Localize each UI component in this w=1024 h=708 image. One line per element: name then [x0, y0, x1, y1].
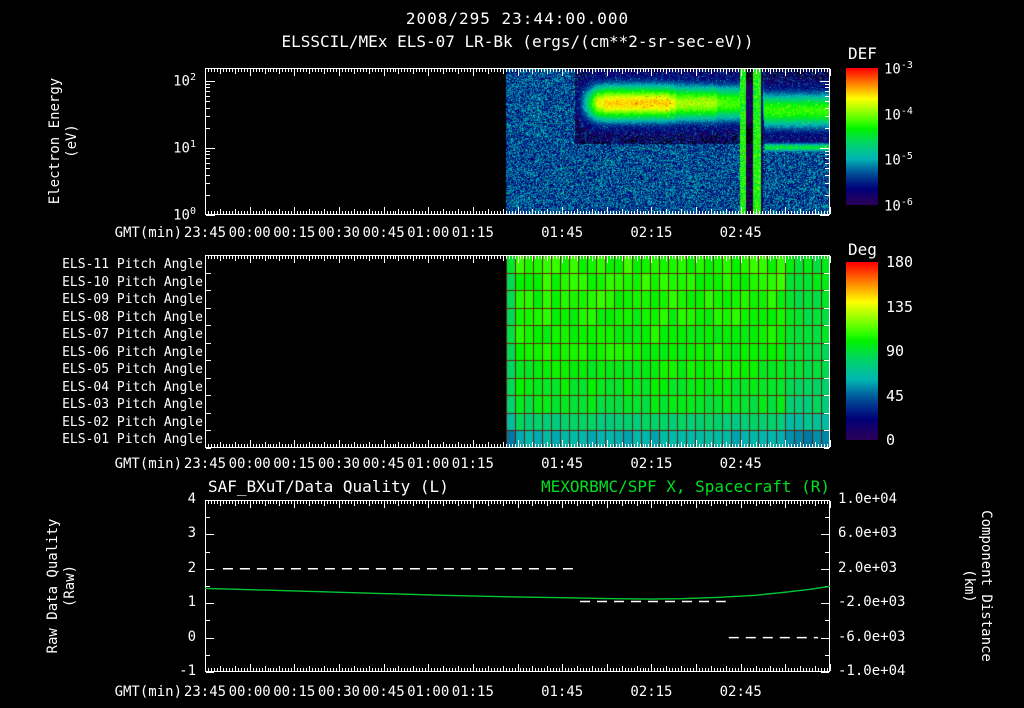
x-tick-label: 00:00 — [228, 684, 271, 700]
x-tick-label: 23:45 — [183, 684, 227, 700]
colorbar-tick-label: 45 — [886, 386, 905, 405]
y-tick-label: 3 — [187, 525, 196, 542]
y-axis-title-quality-text: Raw Data Quality — [45, 518, 61, 654]
deg-colorbar-title: Deg — [848, 240, 877, 259]
pitch-row-label: ELS-09 Pitch Angle — [62, 292, 203, 308]
page-title: 2008/295 23:44:00.000 — [405, 9, 630, 28]
def-colorbar — [846, 68, 878, 205]
x-axis-title: GMT(min) — [114, 225, 182, 241]
x-tick-label: 00:30 — [317, 225, 360, 241]
y-axis-title-distance: Component Distance (km) — [960, 436, 994, 708]
pitch-row-label: ELS-07 Pitch Angle — [62, 327, 203, 343]
x-tick-label: 01:15 — [451, 225, 494, 241]
colorbar-tick-label: 10-3 — [884, 60, 913, 78]
x-tick-label: 01:00 — [407, 684, 450, 700]
y-axis-title-distance-units: (km) — [961, 569, 977, 603]
pitch-row-label: ELS-05 Pitch Angle — [62, 362, 203, 378]
y-tick-label-right: -6.0e+03 — [838, 628, 906, 645]
y-axis-title-quality-units: (Raw) — [62, 564, 78, 608]
colorbar-tick-label: 90 — [886, 342, 905, 360]
x-tick-label: 02:45 — [719, 456, 762, 472]
pitch-row-label: ELS-10 Pitch Angle — [62, 274, 203, 290]
x-tick-label: 00:15 — [273, 225, 316, 241]
x-tick-label: 00:00 — [228, 456, 271, 472]
x-tick-label: 00:45 — [362, 684, 405, 700]
pitch-row-label: ELS-02 Pitch Angle — [62, 414, 203, 430]
deg-colorbar — [846, 262, 878, 440]
pitch-row-label: ELS-11 Pitch Angle — [62, 257, 203, 272]
x-tick-label: 00:15 — [273, 684, 316, 700]
y-axis-title-energy-units: (eV) — [64, 124, 80, 158]
x-tick-label: 00:45 — [362, 456, 405, 472]
x-tick-label: 01:45 — [541, 684, 584, 700]
colorbar-tick-label: 0 — [886, 431, 896, 449]
colorbar-tick-label: 10-4 — [884, 105, 913, 124]
pitch-row-label: ELS-03 Pitch Angle — [62, 397, 203, 413]
y-tick-label-right: -1.0e+04 — [838, 663, 906, 679]
x-tick-label: 02:45 — [719, 225, 762, 241]
def-colorbar-title: DEF — [848, 44, 877, 63]
y-tick-label-right: 1.0e+04 — [838, 491, 898, 507]
x-tick-label: 00:00 — [228, 225, 271, 241]
x-tick-label: 02:15 — [630, 225, 673, 241]
plot-subtitle: ELSSCIL/MEx ELS-07 LR-Bk (ergs/(cm**2-sr… — [281, 32, 754, 51]
y-tick-label-right: 2.0e+03 — [838, 559, 898, 576]
x-tick-label: 01:45 — [541, 225, 584, 241]
y-axis-title-energy: Electron Energy (eV) — [47, 0, 81, 291]
y-tick-label: 4 — [187, 491, 196, 507]
x-tick-label: 00:45 — [362, 225, 405, 241]
pitch-row-label: ELS-01 Pitch Angle — [62, 432, 203, 448]
x-tick-label: 00:30 — [317, 456, 360, 472]
x-tick-label: 01:15 — [451, 684, 494, 700]
x-tick-label: 23:45 — [183, 456, 227, 472]
y-tick-label-right: -2.0e+03 — [838, 594, 906, 611]
y-tick-label: 2 — [187, 559, 196, 576]
x-tick-label: 01:00 — [407, 456, 450, 472]
x-tick-label: 00:30 — [317, 684, 360, 700]
y-tick-label: 100 — [173, 206, 196, 224]
x-tick-label: 23:45 — [183, 225, 227, 241]
y-tick-label: 101 — [173, 139, 196, 157]
pitch-row-label: ELS-08 Pitch Angle — [62, 309, 203, 325]
y-axis-title-energy-text: Electron Energy — [47, 77, 63, 205]
colorbar-tick-label: 180 — [886, 253, 914, 271]
bottom-title-right: MEXORBMC/SPF X, Spacecraft (R) — [541, 477, 830, 496]
x-tick-label: 01:45 — [541, 456, 584, 472]
x-tick-label: 01:00 — [407, 225, 450, 241]
y-tick-label: -1 — [179, 663, 196, 679]
colorbar-tick-label: 135 — [886, 297, 914, 316]
x-tick-label: 01:15 — [451, 456, 494, 472]
colorbar-tick-label: 10-5 — [884, 151, 913, 169]
y-axis-title-distance-text: Component Distance — [978, 510, 994, 662]
y-tick-label-right: 6.0e+03 — [838, 525, 898, 542]
x-tick-label: 02:45 — [719, 684, 762, 700]
bottom-title-left: SAF_BXuT/Data Quality (L) — [208, 477, 449, 496]
x-axis-title: GMT(min) — [114, 456, 182, 472]
pitch-row-label: ELS-04 Pitch Angle — [62, 379, 203, 395]
x-tick-label: 02:15 — [630, 456, 673, 472]
pitch-row-label: ELS-06 Pitch Angle — [62, 344, 203, 360]
x-tick-label: 02:15 — [630, 684, 673, 700]
x-axis-title: GMT(min) — [114, 684, 182, 700]
y-tick-label: 1 — [187, 594, 196, 611]
colorbar-tick-label: 10-6 — [884, 197, 913, 215]
x-tick-label: 00:15 — [273, 456, 316, 472]
y-axis-title-quality: Raw Data Quality (Raw) — [45, 436, 79, 708]
energy-spectrogram-canvas — [205, 68, 830, 215]
y-tick-label: 102 — [173, 72, 196, 90]
y-tick-label: 0 — [187, 628, 196, 645]
pitch-angle-canvas — [205, 255, 830, 448]
